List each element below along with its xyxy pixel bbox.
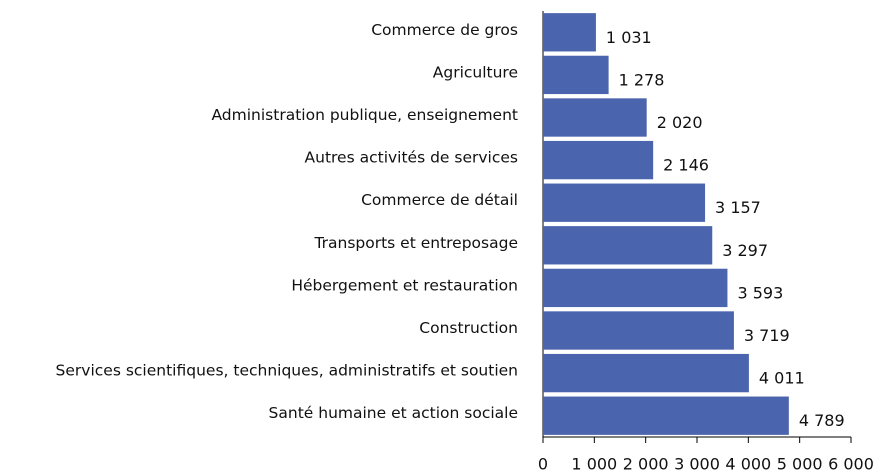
x-tick-label: 4 000 [725, 455, 771, 474]
bar [543, 311, 734, 350]
bar [543, 55, 609, 95]
category-label: Agriculture [433, 63, 518, 81]
bar [543, 268, 728, 308]
bar [543, 140, 654, 180]
x-tick-label: 3 000 [674, 455, 720, 474]
bar [543, 396, 789, 435]
value-label: 1 031 [606, 28, 652, 47]
category-label: Santé humaine et action sociale [269, 404, 518, 422]
value-label: 3 719 [744, 326, 790, 345]
x-tick-label: 5 000 [777, 455, 823, 474]
x-tick-label: 2 000 [623, 455, 669, 474]
value-label: 1 278 [619, 70, 665, 89]
value-label: 4 789 [799, 411, 845, 430]
x-tick-label: 6 000 [828, 455, 874, 474]
category-label: Commerce de gros [371, 21, 518, 39]
value-label: 2 146 [663, 156, 709, 175]
bar [543, 183, 706, 222]
value-label: 3 157 [715, 198, 761, 217]
bar [543, 353, 749, 393]
category-label: Autres activités de services [305, 149, 518, 167]
bar [543, 98, 647, 137]
bar [543, 226, 713, 265]
x-tick-label: 1 000 [571, 455, 617, 474]
value-label: 3 297 [722, 241, 768, 260]
category-label: Services scientifiques, techniques, admi… [56, 362, 518, 380]
value-label: 4 011 [759, 369, 805, 388]
category-label: Hébergement et restauration [291, 276, 518, 294]
x-tick-label: 0 [538, 455, 548, 474]
category-label: Commerce de détail [361, 191, 518, 209]
bar [543, 13, 596, 52]
value-label: 3 593 [737, 283, 783, 302]
value-label: 2 020 [657, 113, 703, 132]
category-label: Transports et entreposage [313, 234, 518, 252]
category-label: Administration publique, enseignement [211, 106, 518, 124]
category-label: Construction [419, 319, 518, 337]
